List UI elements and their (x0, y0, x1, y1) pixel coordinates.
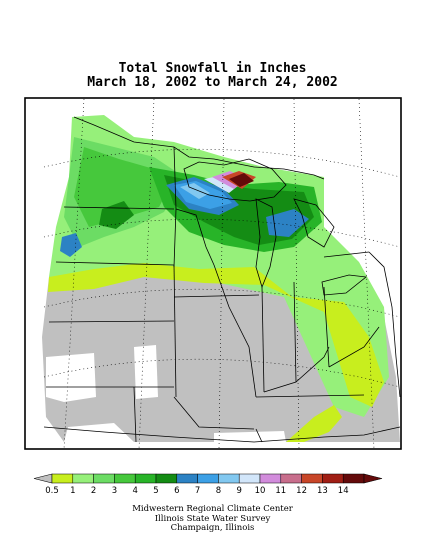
credits: Midwestern Regional Climate Center Illin… (0, 504, 425, 534)
border-us-canada (73, 116, 325, 180)
state-line-mo-il (213, 264, 257, 398)
state-line-ar-tn (173, 396, 255, 430)
snow-region-0_5in-south (286, 405, 342, 442)
legend-label-12: 12 (296, 486, 307, 496)
legend-labels: 0.5 1 2 3 4 5 6 7 8 9 10 11 12 13 14 (45, 486, 348, 496)
lake-michigan-shore (255, 198, 277, 289)
coastline-east (368, 251, 401, 398)
legend-swatch-0 (51, 473, 74, 484)
credit-line-1: Midwestern Regional Climate Center (132, 504, 293, 514)
legend-swatch-9 (238, 473, 261, 484)
legend-swatch-13 (322, 473, 344, 484)
legend-label-5: 5 (153, 486, 158, 496)
snow-region-14in (229, 173, 254, 187)
state-line-va-wv (328, 326, 380, 368)
snow-region-6in-west (60, 233, 82, 257)
legend-label-2: 2 (91, 486, 96, 496)
graticule (43, 98, 401, 450)
graticule-line-5 (63, 98, 85, 450)
legend-label-3: 3 (112, 486, 117, 496)
credit-line-2: Illinois State Water Survey (154, 513, 271, 524)
clear-region-southwest (46, 353, 96, 402)
state-line-oh-pa (323, 286, 330, 368)
legend-swatch-1 (72, 473, 94, 484)
legend-swatch-5 (155, 473, 178, 484)
state-line-mn-wi (175, 208, 215, 266)
legend-label-1: 1 (70, 486, 75, 496)
clear-region-southcentral (64, 423, 134, 442)
snow-region-8in (180, 183, 210, 199)
lake-superior-shore (183, 158, 287, 202)
clear-region-south (134, 345, 158, 399)
credit-line-3: Champaign, Illinois (170, 523, 255, 533)
legend-label-7: 7 (195, 486, 200, 496)
clear-region-southeast (214, 431, 286, 442)
snowfall-map (24, 97, 402, 450)
legend-color-bar (33, 473, 383, 484)
legend-under-triangle (33, 473, 53, 484)
legend-label-4: 4 (132, 486, 137, 496)
state-line-ms-al (255, 428, 263, 443)
color-legend: 0.5 1 2 3 4 5 6 7 8 9 10 11 12 13 14 (33, 473, 383, 496)
coastline-gulf (43, 426, 401, 443)
state-line-ok-ar (133, 386, 137, 443)
legend-swatch-2 (93, 473, 115, 484)
snow-region-0_5in (48, 263, 384, 407)
state-line-in-oh (293, 281, 297, 383)
state-line-dakotas (63, 206, 175, 210)
legend-label-11: 11 (275, 486, 286, 496)
ohio-river (263, 346, 330, 393)
snow-region-3in (74, 147, 174, 227)
legend-swatch-4 (134, 473, 157, 484)
legend-swatch-8 (218, 473, 240, 484)
legend-label-10: 10 (255, 486, 266, 496)
legend-swatch-10 (259, 473, 282, 484)
legend-label-0: 0.5 (45, 486, 59, 496)
legend-over-triangle (363, 473, 383, 484)
legend-label-13: 13 (317, 486, 328, 496)
state-line-ne-ks (48, 320, 175, 323)
legend-swatch-14 (342, 473, 365, 484)
legend-label-9: 9 (236, 486, 241, 496)
state-line-ny-pa (323, 251, 370, 258)
legend-swatch-6 (176, 473, 198, 484)
state-line-sd-ne (55, 261, 175, 266)
legend-label-14: 14 (338, 486, 349, 496)
legend-swatch-11 (280, 473, 302, 484)
legend-swatch-12 (301, 473, 323, 484)
title-line-2: March 18, 2002 to March 24, 2002 (87, 75, 338, 90)
lake-erie-shore (321, 274, 367, 296)
snowfall-fill-regions (42, 115, 400, 442)
legend-swatch-7 (197, 473, 219, 484)
legend-label-8: 8 (216, 486, 221, 496)
state-line-ks-mo (173, 264, 177, 398)
state-line-ky-tn (255, 394, 365, 398)
lake-huron-shore (293, 198, 335, 248)
state-line-ia-mo (173, 294, 260, 298)
map-boundaries (43, 116, 401, 443)
legend-label-6: 6 (174, 486, 179, 496)
title-line-1: Total Snowfall in Inches (118, 61, 307, 76)
legend-swatch-3 (114, 473, 136, 484)
state-line-il-in (261, 286, 265, 393)
snow-region-6in-east (266, 209, 309, 237)
map-title: Total Snowfall in Inches March 18, 2002 … (0, 62, 425, 90)
